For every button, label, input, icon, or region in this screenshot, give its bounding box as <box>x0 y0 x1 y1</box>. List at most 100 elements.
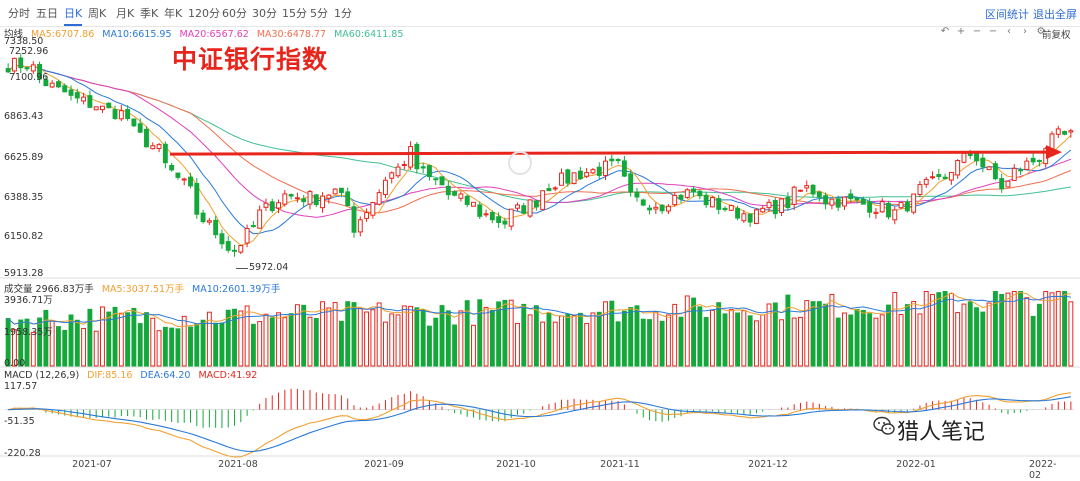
period-tab[interactable]: 15分 <box>282 7 307 20</box>
exit-fullscreen-link[interactable]: 退出全屏 <box>1033 8 1077 21</box>
volume-bar <box>257 321 263 367</box>
volume-bar <box>1024 297 1030 367</box>
period-tab[interactable]: 日K <box>64 7 83 26</box>
period-tab[interactable]: 年K <box>164 7 183 20</box>
volume-ma5-line <box>7 291 1071 328</box>
candle-body <box>106 102 112 109</box>
volume-bar <box>30 331 36 367</box>
forward-icon[interactable]: › <box>1023 26 1027 37</box>
macd-axis-label: -51.35 <box>4 416 35 427</box>
undo-icon[interactable]: ↶ <box>940 26 950 37</box>
candle-body <box>741 213 747 222</box>
candle-body <box>389 172 395 179</box>
volume-bar <box>823 303 829 367</box>
volume-bar <box>213 322 219 367</box>
volume-bar <box>728 309 734 367</box>
interval-stats-link[interactable]: 区间统计 <box>985 8 1029 21</box>
period-tab[interactable]: 1分 <box>334 7 352 20</box>
dea-value: DEA:64.20 <box>140 370 191 381</box>
volume-bar <box>376 302 382 367</box>
volume-axis-label: 3936.71万 <box>4 295 53 306</box>
volume-bar <box>1055 291 1061 367</box>
zoom-in-icon[interactable]: + <box>956 26 966 37</box>
candle-body <box>11 57 17 72</box>
period-tab[interactable]: 月K <box>116 7 135 20</box>
volume-bar <box>489 310 495 367</box>
x-axis-label: 2021-11 <box>600 459 640 470</box>
ma20-value: MA20:6567.62 <box>179 29 249 40</box>
candle-body <box>917 184 923 195</box>
candle-body <box>81 96 87 102</box>
volume-axis-label: 1958.35万 <box>4 327 53 338</box>
candle-body <box>722 207 728 211</box>
period-tab[interactable]: 五日 <box>36 7 58 20</box>
candle-body <box>326 194 332 199</box>
period-tab[interactable]: 5分 <box>310 7 328 20</box>
candle-body <box>766 201 772 209</box>
candle-body <box>188 176 193 187</box>
candle-body <box>496 216 502 223</box>
candle-body <box>232 249 237 252</box>
volume-bar <box>898 314 904 367</box>
volume-bar <box>307 316 313 367</box>
volume-bar <box>772 302 778 367</box>
volume-bar <box>565 313 571 367</box>
candle-body <box>206 220 212 223</box>
volume-bar <box>1018 291 1023 367</box>
volume-bar <box>508 299 514 367</box>
candle-body <box>250 225 256 228</box>
candle-body <box>898 202 904 209</box>
candle-body <box>1049 133 1055 150</box>
candle-body <box>590 169 596 174</box>
volume-bar <box>577 312 583 367</box>
period-tab[interactable]: 分时 <box>8 7 30 20</box>
candle-body <box>634 191 640 198</box>
volume-bar <box>1036 303 1042 367</box>
volume-bar <box>640 318 646 367</box>
volume-bar <box>980 311 986 367</box>
zoom-out-icon[interactable]: − <box>972 26 982 37</box>
x-axis-label: 2021-09 <box>364 459 404 470</box>
volume-bar <box>948 293 954 367</box>
back-icon[interactable]: ‹ <box>1007 26 1011 37</box>
candle-body <box>320 195 326 209</box>
candle-body <box>540 190 546 210</box>
candle-body <box>647 207 652 211</box>
candle-body <box>873 211 879 214</box>
candle-body <box>18 57 24 69</box>
candle-body <box>5 68 11 73</box>
volume-bar <box>533 305 539 367</box>
candle-body <box>678 194 684 200</box>
volume-bar <box>87 308 93 367</box>
minus-icon[interactable]: − <box>988 26 998 37</box>
period-tab[interactable]: 60分 <box>222 7 247 20</box>
volume-bar <box>332 302 338 367</box>
candle-body <box>420 166 426 169</box>
period-tab[interactable]: 周K <box>88 7 107 20</box>
period-tab[interactable]: 季K <box>140 7 159 20</box>
candle-body <box>68 89 74 96</box>
volume-bar <box>816 301 822 367</box>
volume-bar <box>169 327 175 367</box>
adjust-mode-select[interactable]: 前复权 <box>1042 30 1071 41</box>
volume-bar <box>974 307 979 367</box>
volume-bar <box>452 324 458 367</box>
candle-body <box>458 193 464 199</box>
candle-body <box>213 219 219 236</box>
period-tab[interactable]: 30分 <box>252 7 277 20</box>
watermark-text: 猎人笔记 <box>897 420 986 445</box>
volume-bar <box>621 310 627 367</box>
volume-bar <box>716 302 722 367</box>
settings-icon[interactable]: ⚙ <box>1036 26 1046 37</box>
candle-body <box>936 174 942 178</box>
volume-bar <box>313 317 319 367</box>
period-tab[interactable]: 120分 <box>188 7 220 20</box>
candle-body <box>276 202 281 209</box>
price-axis-label: 6150.82 <box>4 231 44 242</box>
volume-bar <box>56 326 61 367</box>
candle-body <box>332 188 338 195</box>
volume-bar <box>238 310 244 367</box>
volume-bar <box>571 314 577 367</box>
volume-bar <box>458 310 464 367</box>
